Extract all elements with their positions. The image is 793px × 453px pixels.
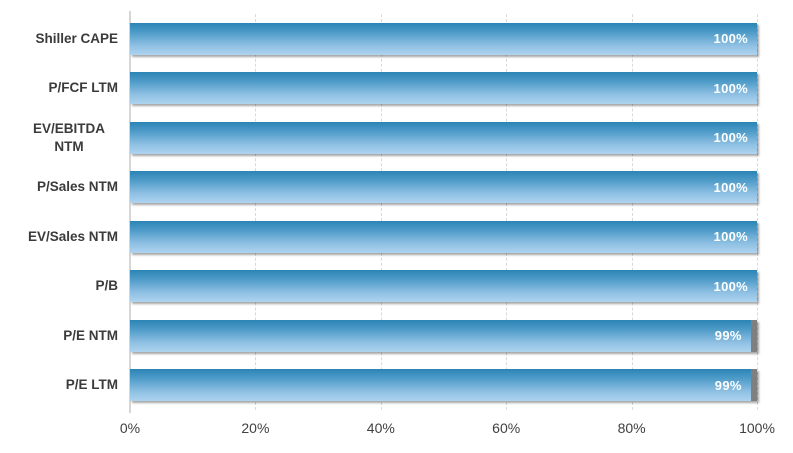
bar-rows: 100% 100% 100% 100% 100% 100% 99% 99% (130, 14, 757, 410)
bar-remainder-segment (750, 319, 757, 352)
bar-fill: 100% (130, 220, 757, 253)
bar: 100% (130, 270, 757, 303)
gridline (255, 14, 257, 410)
bar-fill: 100% (130, 72, 757, 105)
bar-fill: 100% (130, 270, 757, 303)
bar: 100% (130, 171, 757, 204)
bar-fill: 99% (130, 319, 751, 352)
bar-value-label: 100% (713, 229, 748, 245)
bar-row: 100% (130, 14, 757, 64)
bar-value-label: 100% (713, 80, 748, 96)
bar-row: 99% (130, 361, 757, 411)
gridline (506, 14, 508, 410)
bar: 100% (130, 121, 757, 154)
category-label-row: EV/Sales NTM (0, 212, 118, 262)
value-axis: 0% 20% 40% 60% 80% 100% (120, 420, 775, 444)
gridline (757, 14, 758, 410)
value-axis-line (129, 11, 131, 413)
x-axis-tick-label: 20% (241, 420, 270, 436)
category-label: P/E NTM (63, 327, 118, 343)
bar: 100% (130, 72, 757, 105)
category-label-row: P/E NTM (0, 311, 118, 361)
category-label-row: P/FCF LTM (0, 64, 118, 114)
category-label-row: EV/EBITDA NTM (0, 113, 118, 163)
category-label: EV/EBITDA NTM (32, 120, 105, 154)
category-label: P/Sales NTM (36, 179, 118, 195)
category-label-row: P/B (0, 262, 118, 312)
category-label: EV/Sales NTM (27, 228, 118, 244)
category-label-row: P/Sales NTM (0, 163, 118, 213)
category-label: P/E LTM (65, 377, 118, 393)
category-label: P/B (95, 278, 118, 294)
bar-row: 100% (130, 113, 757, 163)
bar: 100% (130, 22, 757, 55)
bar-fill: 100% (130, 171, 757, 204)
x-axis-tick-label: 40% (366, 420, 395, 436)
bar: 100% (130, 220, 757, 253)
bar-remainder-segment (750, 369, 757, 402)
bar-row: 100% (130, 262, 757, 312)
bar-value-label: 100% (713, 130, 748, 146)
category-label: P/FCF LTM (48, 80, 118, 96)
bar: 99% (130, 319, 757, 352)
x-axis-tick-label: 60% (492, 420, 521, 436)
bar-fill: 99% (130, 369, 751, 402)
bar-value-label: 100% (713, 179, 748, 195)
bar-value-label: 100% (713, 278, 748, 294)
bar-row: 100% (130, 163, 757, 213)
x-axis-tick-label: 0% (119, 420, 141, 436)
x-axis-tick-label: 100% (739, 420, 775, 436)
category-axis: Shiller CAPE P/FCF LTM EV/EBITDA NTM P/Sale… (0, 14, 118, 410)
bar-value-label: 100% (713, 31, 748, 47)
category-label-row: Shiller CAPE (0, 14, 118, 64)
bar: 99% (130, 369, 757, 402)
category-label: Shiller CAPE (35, 30, 118, 46)
bar-row: 100% (130, 212, 757, 262)
bar-fill: 100% (130, 121, 757, 154)
category-label-row: P/E LTM (0, 361, 118, 411)
gridline (380, 14, 382, 410)
x-axis-tick-label: 80% (617, 420, 646, 436)
bar-row: 99% (130, 311, 757, 361)
bar-value-label: 99% (714, 377, 742, 393)
bar-value-label: 99% (714, 328, 742, 344)
bar-fill: 100% (130, 22, 757, 55)
gridline (631, 14, 633, 410)
bar-row: 100% (130, 64, 757, 114)
plot-area: 100% 100% 100% 100% 100% 100% 99% 99% (129, 11, 758, 413)
